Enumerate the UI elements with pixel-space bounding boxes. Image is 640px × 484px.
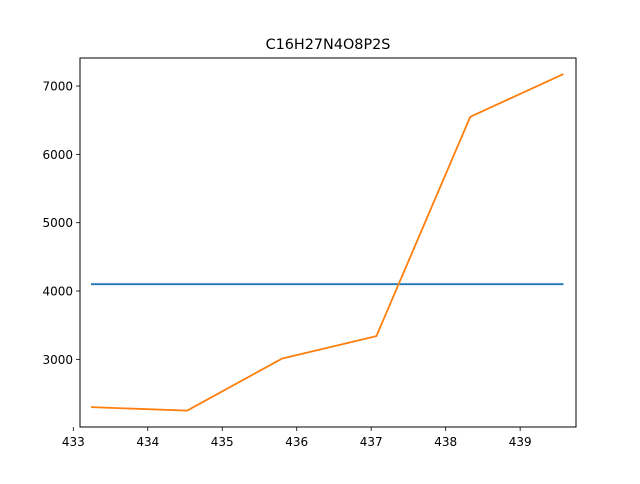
y-tick-label-4000: 4000	[42, 285, 73, 299]
series-line-2	[90, 73, 564, 412]
x-tick-label-433: 433	[62, 435, 85, 449]
x-tick-label-435: 435	[211, 435, 234, 449]
y-tick-label-6000: 6000	[42, 148, 73, 162]
x-tick-label-438: 438	[434, 435, 457, 449]
y-axis-ticks: 3000 4000 5000 6000 7000	[42, 80, 80, 367]
x-axis-ticks: 433 434 435 436 437 438 439	[62, 427, 532, 449]
x-tick-label-436: 436	[285, 435, 308, 449]
x-tick-label-437: 437	[360, 435, 383, 449]
y-tick-label-3000: 3000	[42, 353, 73, 367]
x-tick-label-434: 434	[136, 435, 159, 449]
x-tick-label-439: 439	[509, 435, 532, 449]
y-tick-label-5000: 5000	[42, 216, 73, 230]
series-layer	[90, 73, 564, 412]
plot-frame	[79, 57, 577, 428]
y-tick-label-7000: 7000	[42, 80, 73, 94]
chart-title: C16H27N4O8P2S	[266, 37, 391, 53]
